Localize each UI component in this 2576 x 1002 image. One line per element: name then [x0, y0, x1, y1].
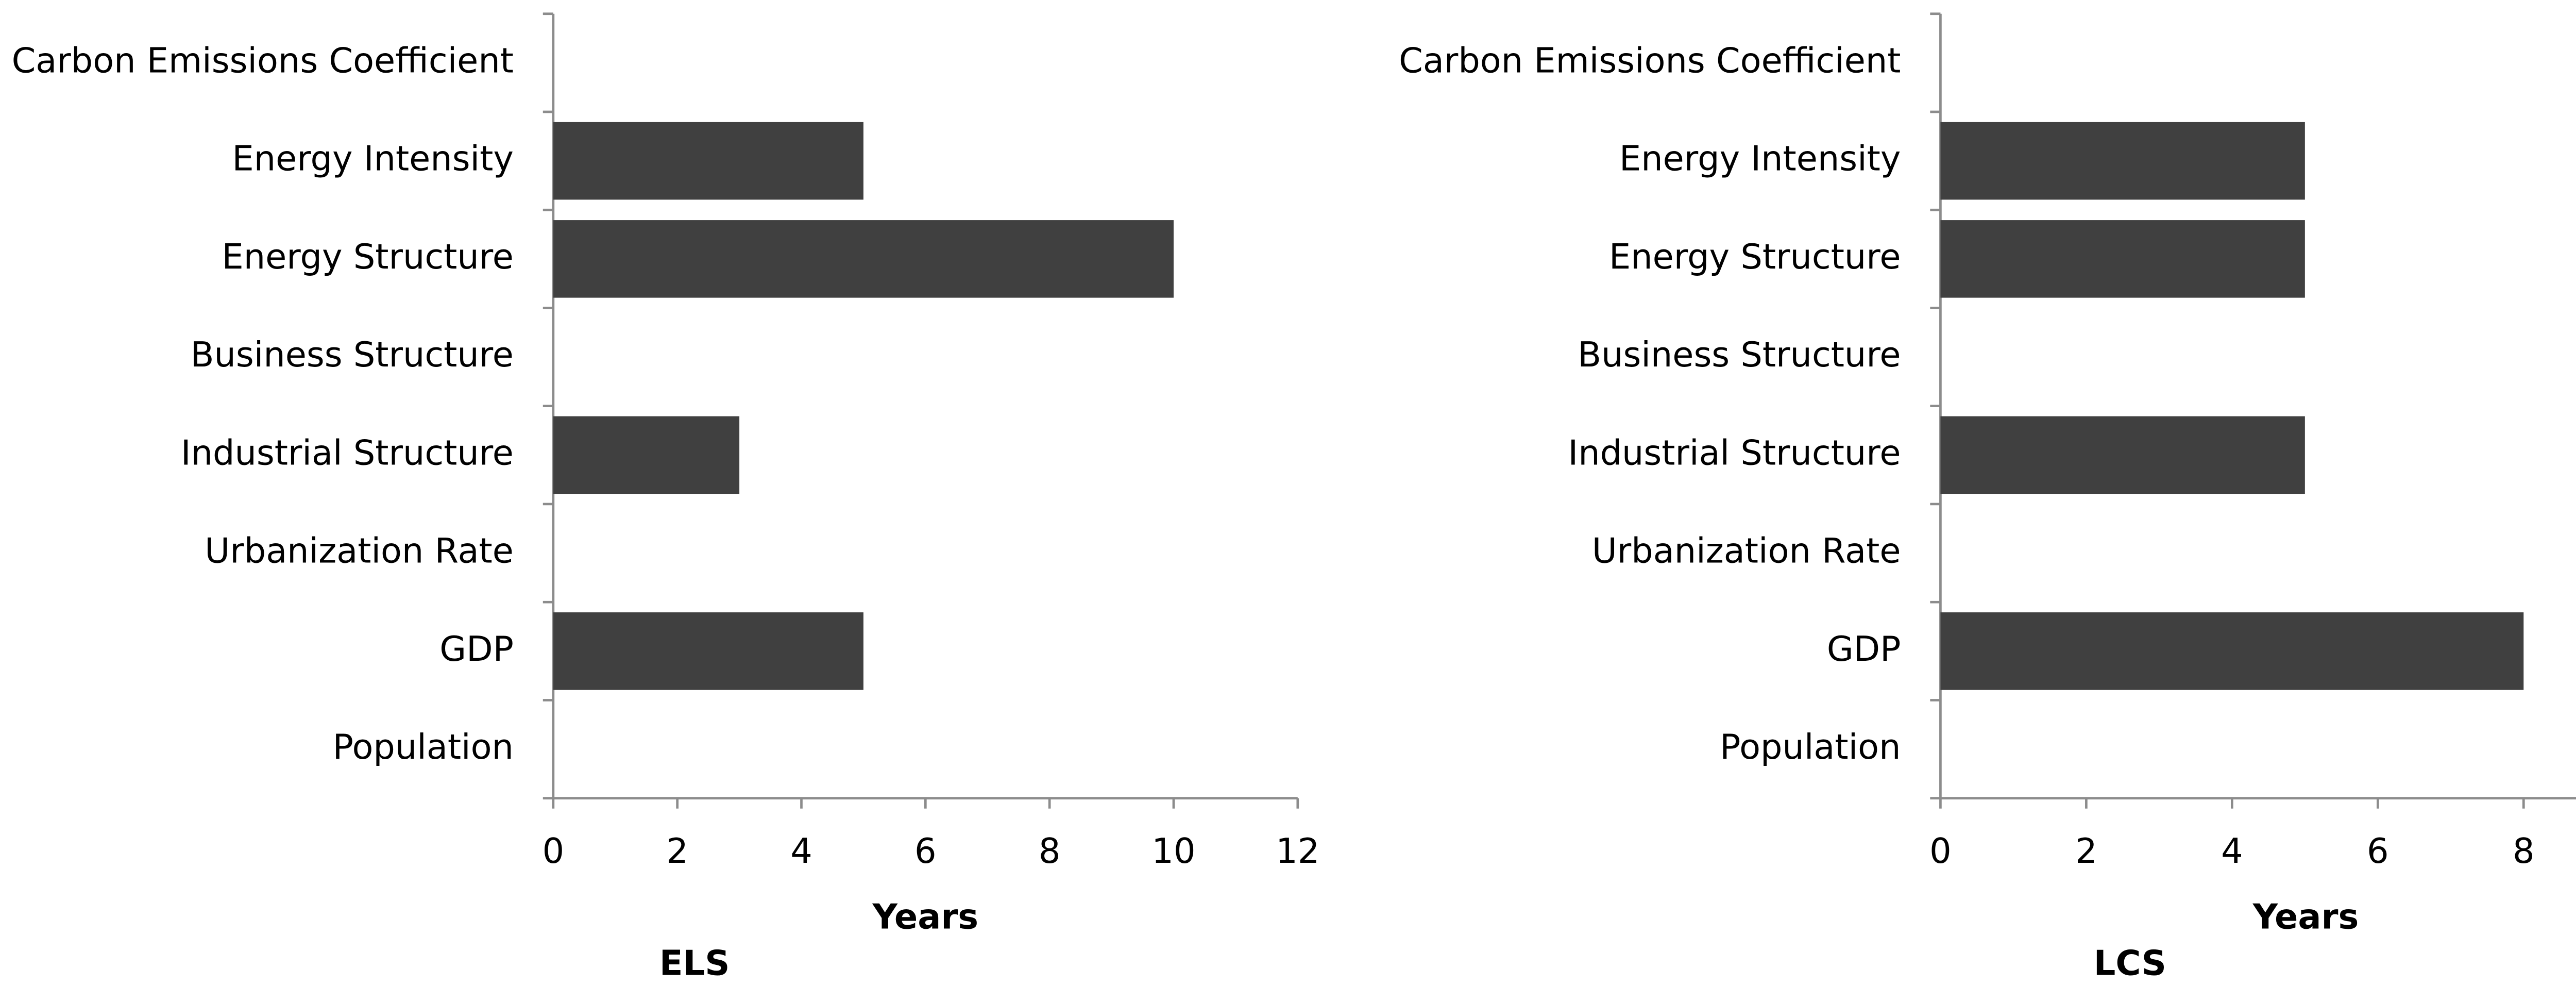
bar	[1940, 612, 2524, 690]
y-tick-label: Urbanization Rate	[1592, 531, 1901, 571]
x-tick-label: 8	[1039, 831, 1061, 871]
y-tick-label: Business Structure	[1578, 335, 1901, 375]
x-tick-label: 4	[790, 831, 812, 871]
x-tick-label: 12	[1276, 831, 1319, 871]
y-tick-label: Urbanization Rate	[205, 531, 514, 571]
y-tick-label: GDP	[439, 629, 514, 669]
y-tick-label: GDP	[1827, 629, 1901, 669]
x-tick-label: 10	[1151, 831, 1195, 871]
bar	[553, 612, 863, 690]
y-tick-label: Industrial Structure	[181, 432, 514, 473]
x-axis-label: Years	[872, 896, 979, 937]
y-tick-label: Energy Intensity	[232, 139, 513, 179]
bar	[553, 122, 863, 200]
chart-title: ELS	[659, 943, 730, 983]
x-tick-label: 2	[2075, 831, 2097, 871]
y-tick-label: Carbon Emissions Coefficient	[1399, 40, 1901, 80]
y-tick-label: Population	[1720, 727, 1901, 767]
bar	[1940, 416, 2305, 494]
y-tick-label: Carbon Emissions Coefficient	[12, 40, 514, 80]
x-tick-label: 4	[2221, 831, 2243, 871]
x-tick-label: 2	[666, 831, 688, 871]
y-tick-label: Industrial Structure	[1568, 432, 1901, 473]
y-tick-label: Energy Structure	[222, 237, 513, 277]
x-axis-label: Years	[2252, 896, 2359, 937]
bar	[553, 220, 1174, 298]
y-tick-label: Population	[333, 727, 514, 767]
y-tick-label: Business Structure	[191, 335, 514, 375]
bar	[553, 416, 740, 494]
bar	[1940, 122, 2305, 200]
y-tick-label: Energy Intensity	[1619, 139, 1901, 179]
y-tick-label: Energy Structure	[1609, 237, 1901, 277]
x-tick-label: 8	[2513, 831, 2535, 871]
x-tick-label: 0	[543, 831, 565, 871]
bar	[1940, 220, 2305, 298]
x-tick-label: 6	[2367, 831, 2389, 871]
x-tick-label: 6	[914, 831, 937, 871]
chart-title: LCS	[2094, 943, 2166, 983]
x-tick-label: 0	[1929, 831, 1952, 871]
